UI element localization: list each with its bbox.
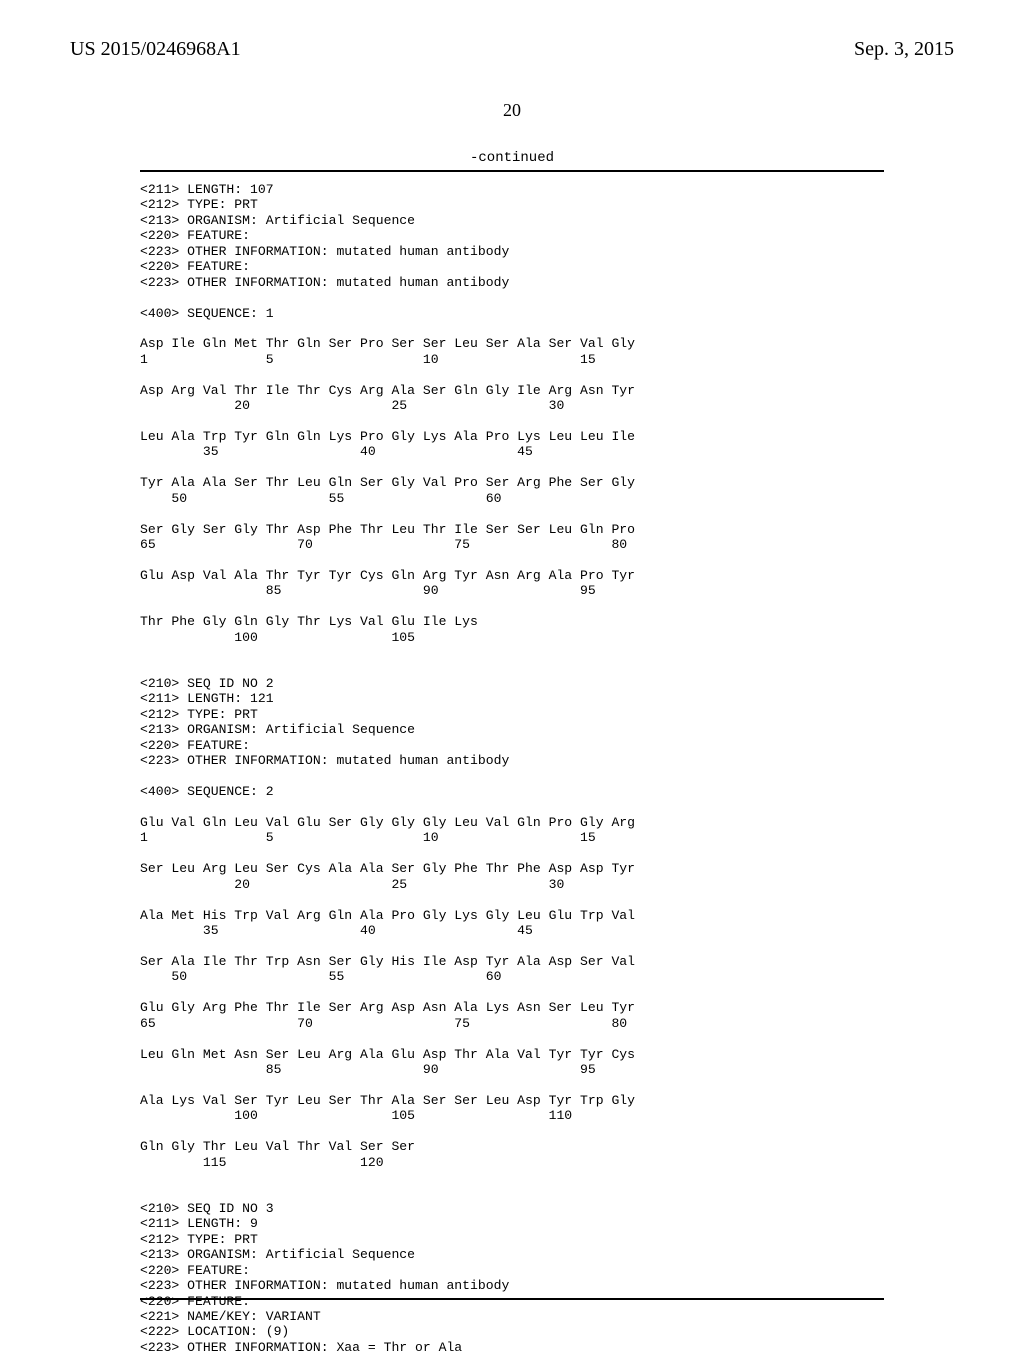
sequence-listing: <211> LENGTH: 107 <212> TYPE: PRT <213> …	[140, 182, 884, 1355]
publication-number: US 2015/0246968A1	[70, 38, 241, 61]
page-number: 20	[0, 100, 1024, 121]
top-rule	[140, 170, 884, 172]
bottom-rule	[140, 1298, 884, 1300]
continued-label: -continued	[0, 150, 1024, 166]
publication-date: Sep. 3, 2015	[854, 38, 954, 61]
